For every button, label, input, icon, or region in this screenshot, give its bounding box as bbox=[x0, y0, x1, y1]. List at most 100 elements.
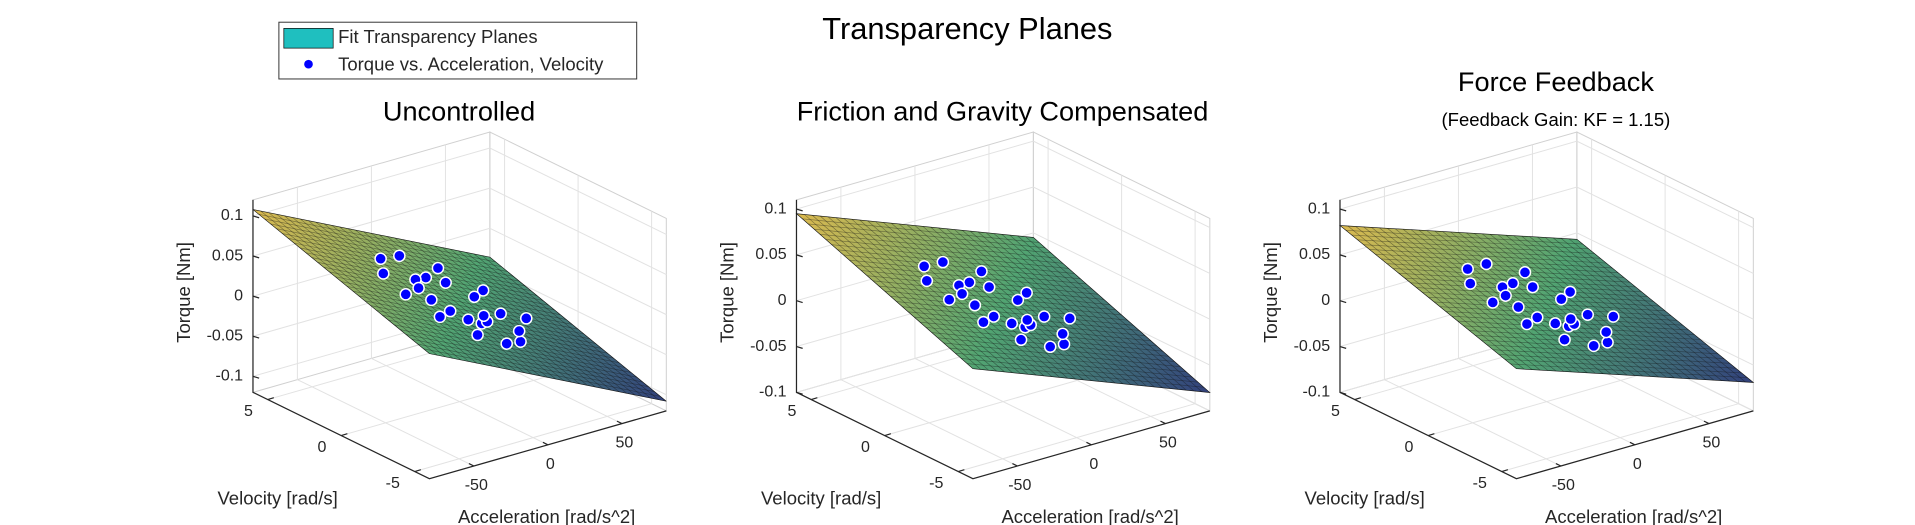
scatter-point bbox=[494, 307, 507, 320]
surface-mesh bbox=[1463, 325, 1701, 340]
surface-mesh bbox=[898, 223, 1076, 380]
surface-mesh bbox=[977, 231, 1155, 388]
surface-mesh bbox=[831, 244, 1069, 269]
surface-mesh bbox=[1387, 263, 1624, 278]
z-tick bbox=[252, 335, 260, 339]
surface-mesh bbox=[849, 259, 1087, 285]
surface-mesh bbox=[902, 306, 1140, 331]
surface-mesh bbox=[376, 310, 614, 359]
scatter-point bbox=[1057, 337, 1071, 351]
x-tick bbox=[468, 462, 475, 467]
surface-mesh bbox=[1392, 268, 1630, 283]
scatter-point bbox=[467, 290, 481, 304]
surface-mesh bbox=[1513, 235, 1691, 380]
scatter-point bbox=[936, 255, 950, 269]
surface-mesh bbox=[1369, 249, 1607, 264]
surface-mesh bbox=[1422, 292, 1660, 307]
surface-mesh bbox=[268, 212, 446, 358]
surface-mesh bbox=[970, 230, 1147, 387]
surface-mesh bbox=[394, 324, 632, 373]
surface-mesh bbox=[331, 225, 509, 370]
z-tick-label: -0.05 bbox=[207, 326, 244, 344]
y-tick-label: 5 bbox=[1331, 402, 1340, 420]
surface-mesh bbox=[825, 239, 1063, 264]
surface-mesh bbox=[1351, 234, 1589, 250]
surface-mesh bbox=[1025, 236, 1203, 392]
scatter-point bbox=[1043, 340, 1057, 354]
surface-mesh bbox=[808, 223, 1046, 249]
y-tick bbox=[1354, 397, 1362, 401]
surface-mesh bbox=[819, 234, 1057, 259]
chart-title: Uncontrolled bbox=[383, 96, 535, 127]
y-tick bbox=[267, 397, 275, 401]
legend-label: Torque vs. Acceleration, Velocity bbox=[338, 53, 604, 74]
y-tick-label: -5 bbox=[929, 474, 943, 492]
surface-mesh bbox=[417, 343, 655, 392]
x-tick bbox=[1012, 462, 1018, 467]
surface-mesh bbox=[946, 228, 1124, 385]
grid-line bbox=[370, 165, 549, 446]
surface-mesh bbox=[347, 286, 585, 335]
surface-mesh bbox=[855, 265, 1093, 290]
surface-mesh bbox=[1428, 296, 1666, 312]
surface-mesh bbox=[1529, 236, 1707, 380]
scatter-point bbox=[920, 274, 934, 288]
x-tick-label: 0 bbox=[1089, 455, 1098, 473]
z-tick-label: -0.1 bbox=[215, 367, 243, 385]
grid-line bbox=[252, 147, 667, 235]
surface-mesh bbox=[1560, 238, 1738, 382]
surface-mesh bbox=[1371, 227, 1549, 371]
surface-mesh bbox=[1439, 306, 1677, 321]
scatter-point bbox=[431, 261, 445, 275]
surface-mesh bbox=[949, 347, 1187, 373]
y-tick-label: -5 bbox=[386, 474, 400, 492]
y-axis-label: Velocity [rad/s] bbox=[217, 488, 337, 509]
surface-mesh bbox=[919, 321, 1157, 347]
x-tick-label: 0 bbox=[546, 455, 555, 473]
surface-mesh bbox=[299, 247, 537, 296]
y-tick bbox=[1428, 433, 1435, 437]
surface-mesh bbox=[317, 262, 555, 311]
z-tick-label: 0.1 bbox=[1308, 199, 1330, 217]
surface-mesh bbox=[1487, 344, 1724, 359]
scatter-point bbox=[1601, 336, 1614, 349]
y-tick-label: -5 bbox=[1473, 474, 1487, 492]
y-tick-label: 0 bbox=[1404, 438, 1413, 456]
axis-line bbox=[795, 199, 1210, 480]
surface-mesh bbox=[335, 276, 573, 325]
z-tick bbox=[252, 215, 260, 219]
z-tick-label: 0.05 bbox=[1299, 245, 1330, 263]
grid-line bbox=[296, 187, 475, 467]
scatter-point bbox=[393, 249, 406, 263]
grid-line bbox=[1457, 165, 1636, 446]
scatter-point bbox=[439, 276, 452, 289]
z-tick-label: -0.1 bbox=[759, 383, 787, 401]
surface-mesh bbox=[1381, 258, 1619, 273]
surface-mesh bbox=[473, 253, 651, 399]
surface-mesh bbox=[1416, 287, 1654, 302]
surface-mesh bbox=[382, 314, 620, 364]
surface-mesh bbox=[329, 271, 567, 320]
z-tick bbox=[252, 295, 260, 299]
legend-box bbox=[278, 21, 638, 80]
surface-mesh bbox=[405, 334, 643, 383]
scatter-point bbox=[968, 298, 982, 312]
surface bbox=[1339, 225, 1755, 383]
surface-mesh bbox=[1469, 330, 1707, 345]
z-tick-label: 0 bbox=[778, 291, 787, 309]
surface-mesh bbox=[411, 338, 649, 388]
surface-mesh bbox=[426, 244, 604, 389]
y-tick-label: 5 bbox=[244, 402, 253, 420]
x-tick bbox=[542, 441, 549, 446]
surface-mesh bbox=[260, 210, 438, 356]
surface-mesh bbox=[1357, 239, 1595, 254]
grid-line bbox=[958, 211, 1196, 473]
x-axis-label: Acceleration [rad/s^2] bbox=[1001, 506, 1178, 525]
scatter-point bbox=[1506, 277, 1520, 290]
grid-line bbox=[1501, 211, 1740, 473]
surface-mesh bbox=[458, 250, 635, 396]
surface-mesh bbox=[985, 232, 1163, 389]
x-tick-label: 50 bbox=[1159, 434, 1177, 452]
surface-mesh bbox=[294, 242, 532, 292]
